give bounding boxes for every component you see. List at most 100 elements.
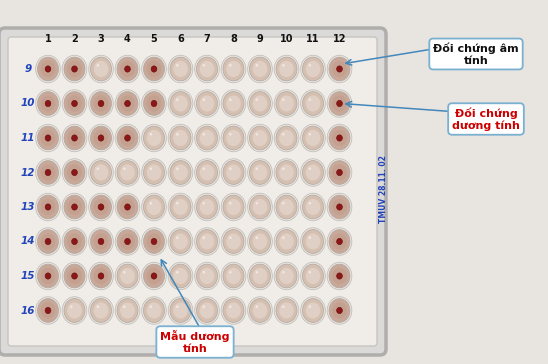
Ellipse shape (67, 61, 82, 77)
Ellipse shape (117, 264, 138, 288)
Ellipse shape (124, 238, 130, 245)
Ellipse shape (45, 204, 51, 210)
Ellipse shape (36, 90, 60, 117)
Ellipse shape (249, 264, 271, 288)
Ellipse shape (37, 195, 59, 219)
Ellipse shape (199, 61, 214, 77)
Ellipse shape (36, 55, 60, 83)
Text: 4: 4 (124, 34, 131, 44)
Ellipse shape (282, 133, 284, 136)
Ellipse shape (168, 90, 193, 117)
Ellipse shape (142, 193, 167, 221)
Text: 11: 11 (21, 133, 35, 143)
Ellipse shape (36, 124, 60, 152)
Text: Mẫu dương
tính: Mẫu dương tính (160, 330, 230, 354)
Ellipse shape (96, 305, 99, 308)
Ellipse shape (144, 126, 164, 150)
Text: 5: 5 (151, 34, 157, 44)
Ellipse shape (309, 202, 311, 205)
Text: 3: 3 (98, 34, 104, 44)
Ellipse shape (195, 193, 219, 221)
Ellipse shape (170, 57, 191, 81)
Ellipse shape (306, 268, 321, 284)
Ellipse shape (176, 305, 179, 308)
Ellipse shape (282, 167, 284, 170)
Ellipse shape (176, 98, 179, 101)
Ellipse shape (45, 135, 51, 141)
Ellipse shape (173, 95, 188, 112)
Ellipse shape (282, 202, 284, 205)
Ellipse shape (274, 228, 299, 255)
Ellipse shape (147, 61, 161, 77)
Ellipse shape (279, 165, 294, 181)
Ellipse shape (255, 98, 258, 101)
Ellipse shape (253, 165, 267, 181)
Ellipse shape (168, 297, 193, 324)
Ellipse shape (173, 61, 188, 77)
Ellipse shape (115, 124, 140, 152)
Ellipse shape (147, 302, 161, 318)
Ellipse shape (94, 130, 109, 146)
Ellipse shape (226, 199, 241, 215)
Ellipse shape (62, 228, 87, 255)
Ellipse shape (89, 159, 113, 186)
Ellipse shape (327, 90, 352, 117)
Ellipse shape (142, 124, 167, 152)
Ellipse shape (64, 57, 85, 81)
Ellipse shape (98, 273, 104, 279)
Ellipse shape (332, 199, 347, 215)
Ellipse shape (229, 271, 232, 274)
Ellipse shape (223, 195, 244, 219)
Ellipse shape (336, 135, 342, 141)
Ellipse shape (147, 233, 161, 250)
Ellipse shape (203, 167, 205, 170)
Ellipse shape (197, 126, 218, 150)
Text: 12: 12 (333, 34, 346, 44)
Ellipse shape (229, 305, 232, 308)
Ellipse shape (248, 193, 272, 221)
Ellipse shape (327, 193, 352, 221)
Ellipse shape (329, 298, 350, 323)
Ellipse shape (41, 61, 55, 77)
Ellipse shape (301, 159, 326, 186)
Ellipse shape (62, 90, 87, 117)
Ellipse shape (197, 298, 218, 323)
Ellipse shape (176, 202, 179, 205)
Ellipse shape (301, 228, 326, 255)
Ellipse shape (332, 302, 347, 318)
Text: 15: 15 (21, 271, 35, 281)
Text: 11: 11 (306, 34, 319, 44)
Ellipse shape (274, 159, 299, 186)
Ellipse shape (203, 64, 205, 67)
Ellipse shape (173, 199, 188, 215)
Ellipse shape (329, 230, 350, 253)
Ellipse shape (142, 262, 167, 290)
Ellipse shape (306, 95, 321, 112)
Ellipse shape (168, 193, 193, 221)
Ellipse shape (203, 133, 205, 136)
Ellipse shape (327, 55, 352, 83)
Ellipse shape (72, 169, 77, 175)
Ellipse shape (195, 159, 219, 186)
Ellipse shape (64, 298, 85, 323)
Ellipse shape (98, 100, 104, 107)
Ellipse shape (229, 98, 232, 101)
Ellipse shape (98, 238, 104, 245)
Ellipse shape (226, 302, 241, 318)
Ellipse shape (229, 167, 232, 170)
Ellipse shape (226, 61, 241, 77)
Ellipse shape (223, 230, 244, 253)
Ellipse shape (89, 193, 113, 221)
Ellipse shape (276, 195, 297, 219)
Ellipse shape (98, 204, 104, 210)
Ellipse shape (94, 95, 109, 112)
Ellipse shape (301, 55, 326, 83)
Ellipse shape (170, 92, 191, 115)
Ellipse shape (37, 57, 59, 81)
Ellipse shape (173, 233, 188, 250)
Ellipse shape (327, 262, 352, 290)
Ellipse shape (120, 233, 135, 250)
Ellipse shape (302, 161, 323, 185)
Ellipse shape (282, 64, 284, 67)
Ellipse shape (229, 202, 232, 205)
